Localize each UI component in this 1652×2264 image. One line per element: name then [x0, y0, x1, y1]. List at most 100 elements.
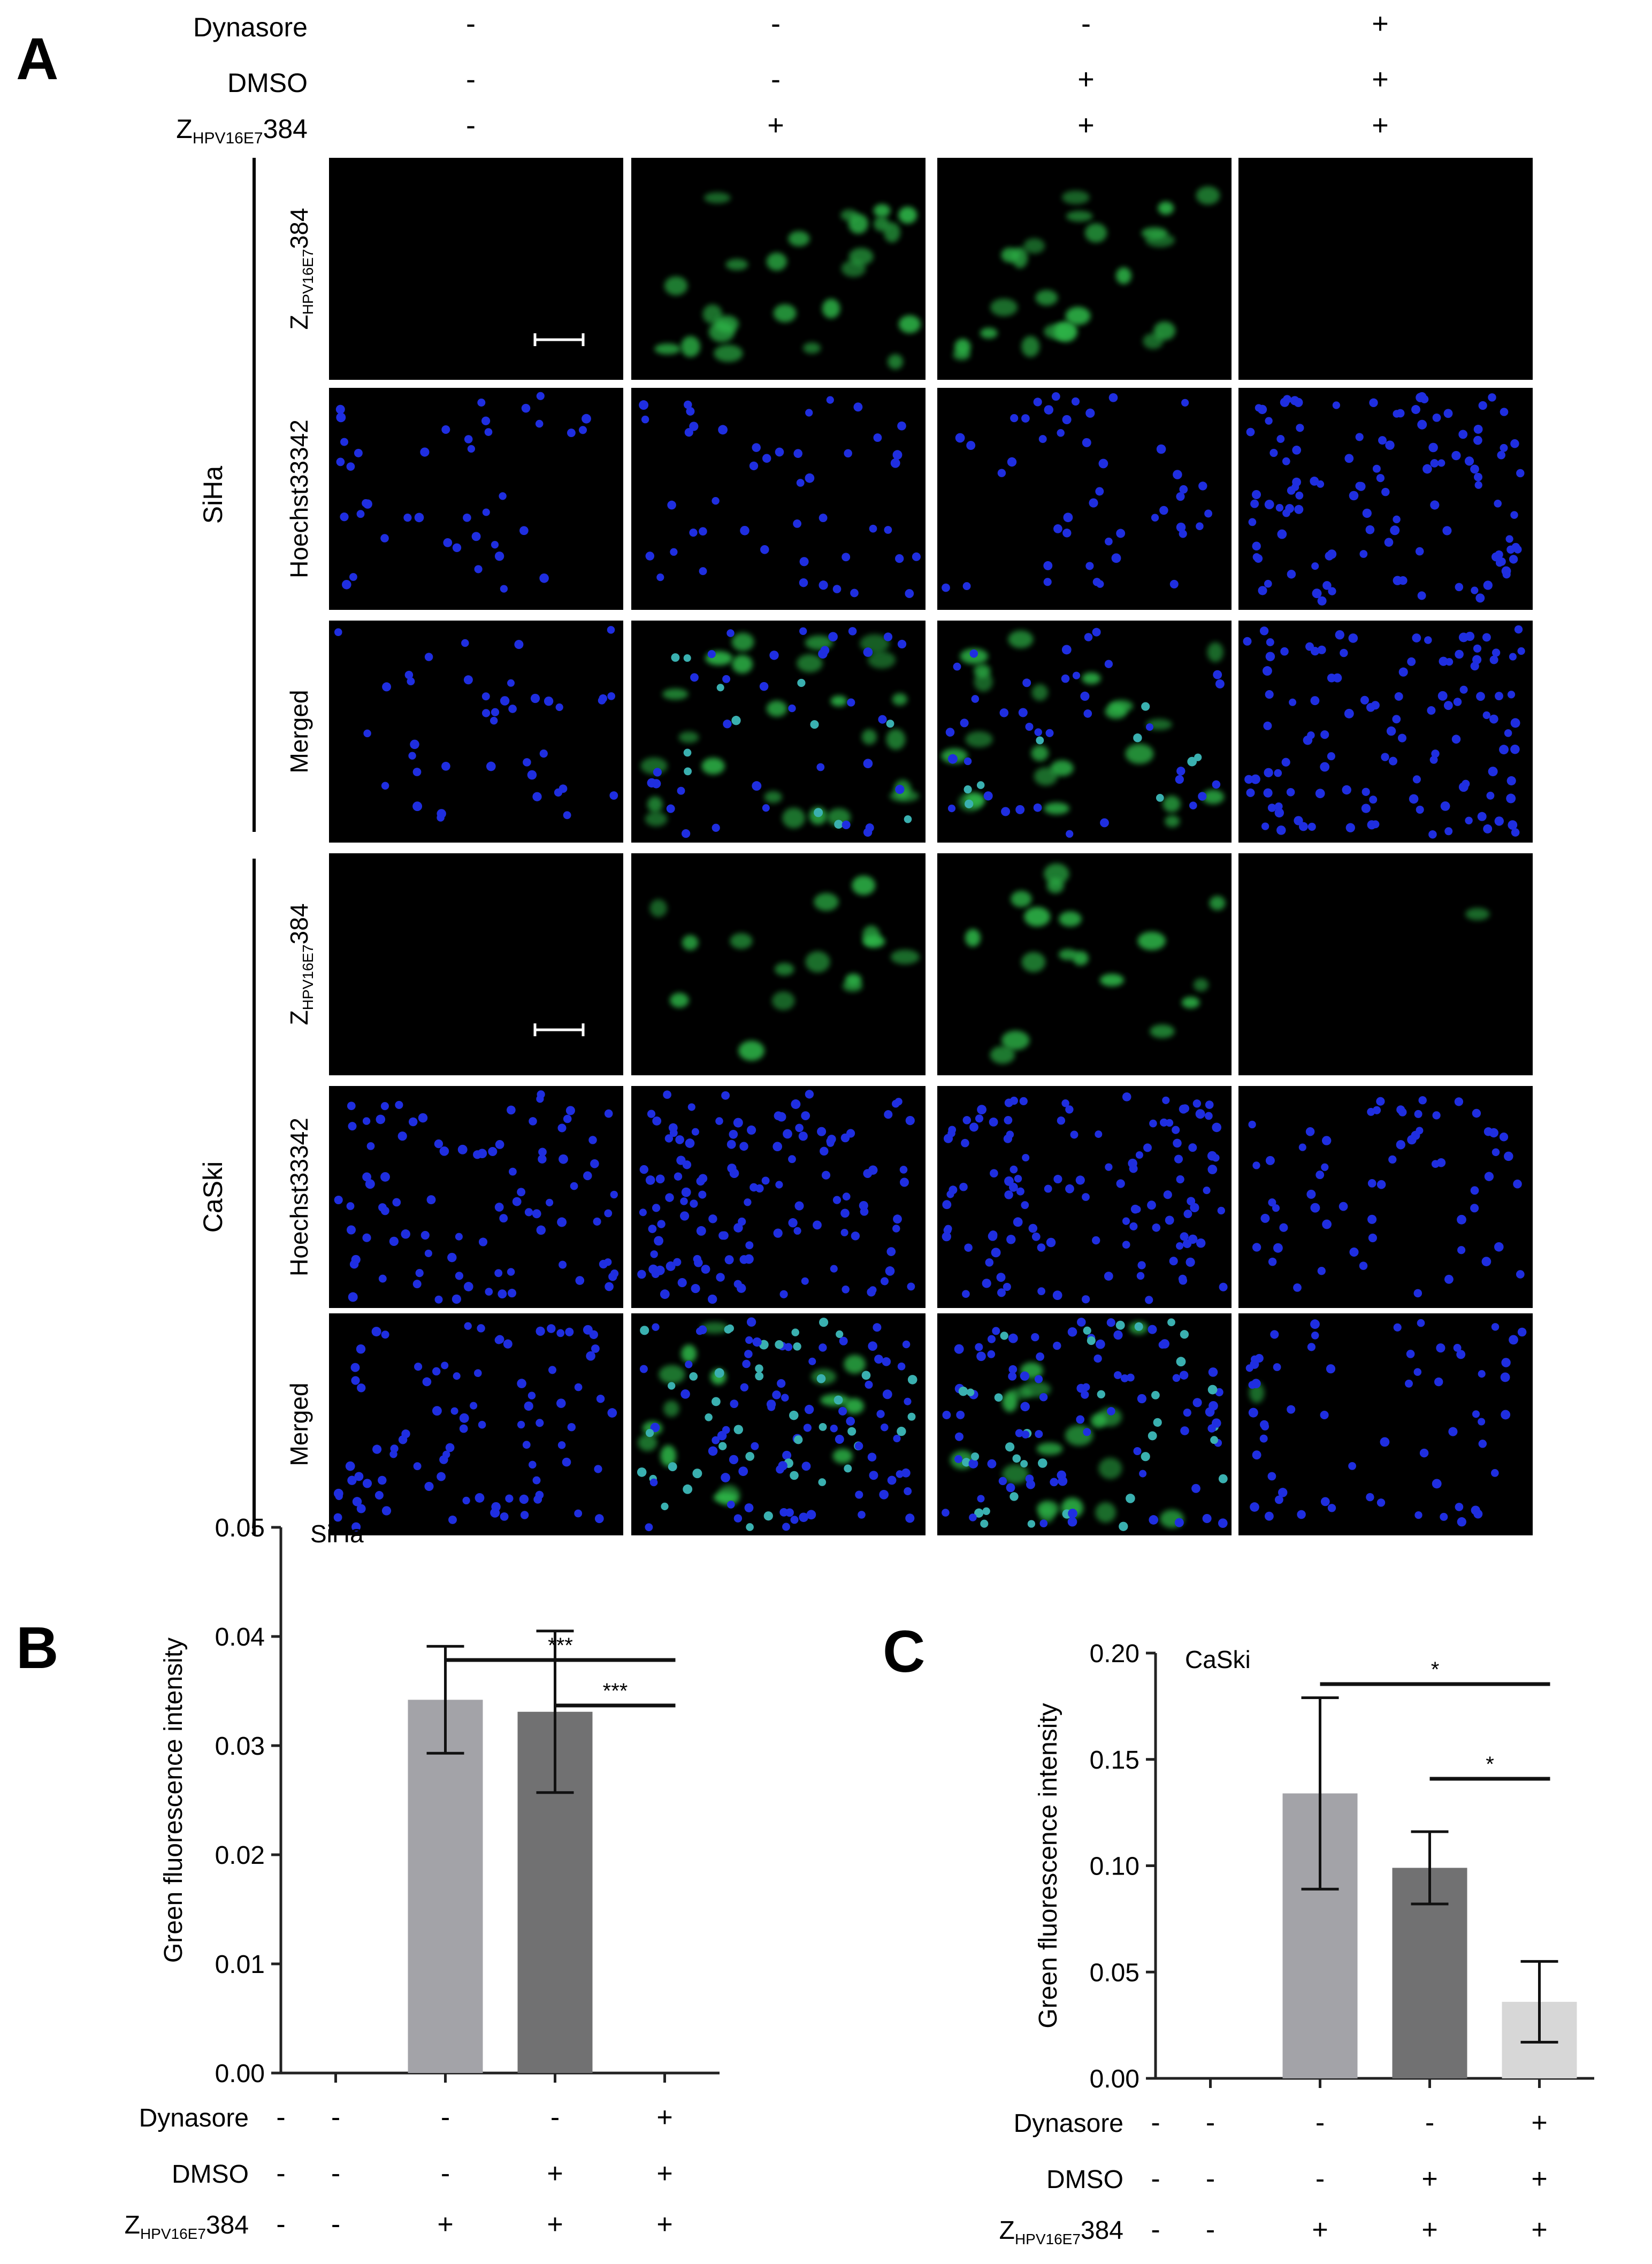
nucleus — [1274, 808, 1284, 818]
nucleus — [1491, 1323, 1500, 1331]
condition-sign: - — [466, 63, 476, 95]
significance-label: *** — [548, 1634, 573, 1657]
nucleus — [1483, 580, 1493, 590]
nucleus — [607, 626, 615, 634]
nucleus — [485, 1288, 493, 1296]
nucleus — [1172, 1374, 1181, 1382]
nucleus — [699, 567, 707, 576]
nucleus — [1219, 1282, 1228, 1291]
nucleus — [994, 1393, 1003, 1402]
nucleus — [1362, 787, 1370, 796]
nucleus — [671, 653, 680, 662]
nucleus — [362, 1233, 371, 1242]
nucleus — [1305, 1127, 1315, 1136]
nucleus — [992, 1327, 1000, 1335]
nucleus — [336, 412, 346, 423]
nucleus — [1021, 1201, 1029, 1209]
nucleus — [1004, 1116, 1013, 1125]
green-cell — [1141, 227, 1168, 239]
nucleus — [529, 1460, 537, 1469]
green-cell — [701, 758, 725, 775]
nucleus — [507, 1289, 517, 1298]
nucleus — [1136, 1272, 1145, 1280]
nucleus — [467, 445, 476, 453]
nucleus — [649, 1478, 658, 1487]
condition-sign: + — [1372, 63, 1389, 95]
nucleus — [1371, 820, 1380, 829]
green-cell — [1059, 911, 1082, 927]
nucleus — [352, 1497, 362, 1506]
green-cell — [890, 950, 920, 965]
nucleus — [463, 675, 473, 685]
nucleus — [1280, 647, 1289, 656]
nucleus — [1141, 702, 1150, 711]
nucleus — [729, 1168, 739, 1179]
condition-sign: + — [656, 2102, 672, 2133]
nucleus — [799, 557, 809, 567]
nucleus — [1516, 469, 1525, 478]
bar — [408, 1700, 483, 2073]
green-cell — [832, 1448, 853, 1464]
nucleus — [1176, 1175, 1184, 1184]
nucleus — [683, 748, 692, 757]
nucleus — [434, 1139, 443, 1149]
nucleus — [1287, 486, 1296, 495]
nucleus — [473, 1150, 482, 1159]
nucleus — [865, 1380, 873, 1389]
nucleus — [1510, 511, 1518, 519]
nucleus — [677, 1278, 687, 1288]
nucleus — [773, 1228, 783, 1238]
nucleus — [559, 1260, 567, 1269]
green-cell — [1066, 211, 1093, 222]
green-cell — [1193, 978, 1209, 992]
nucleus — [1376, 1097, 1385, 1106]
nucleus — [1414, 1110, 1422, 1118]
nucleus — [478, 1237, 488, 1246]
nucleus — [855, 1490, 863, 1499]
nucleus — [1455, 583, 1464, 592]
nucleus — [813, 1220, 822, 1230]
green-cell — [868, 651, 896, 669]
nucleus — [801, 1462, 811, 1471]
micrograph-tile — [329, 621, 623, 843]
green-cell — [1058, 949, 1077, 960]
nucleus — [963, 785, 972, 794]
nucleus — [512, 1197, 522, 1206]
green-cell — [788, 231, 810, 247]
nucleus — [1043, 578, 1052, 586]
nucleus — [1345, 823, 1355, 832]
nucleus — [997, 1288, 1006, 1297]
green-cell — [731, 632, 754, 652]
nucleus — [795, 1123, 804, 1133]
condition-sign: + — [547, 2158, 563, 2189]
nucleus — [819, 514, 828, 523]
micrograph-tile — [631, 1313, 926, 1535]
row-label: ZHPV16E7384 — [285, 208, 316, 330]
nucleus — [996, 1273, 1006, 1282]
nucleus — [1292, 477, 1302, 487]
micrograph-tile — [937, 158, 1232, 380]
nucleus — [1162, 1096, 1170, 1104]
nucleus — [684, 428, 693, 437]
nucleus — [846, 1417, 855, 1426]
green-cell — [953, 349, 970, 361]
nucleus — [1513, 545, 1522, 554]
nucleus — [819, 1343, 827, 1352]
nucleus — [818, 1478, 827, 1486]
nucleus — [790, 1516, 799, 1524]
green-cell — [822, 299, 840, 319]
nucleus — [1396, 1140, 1405, 1150]
nucleus — [954, 1432, 964, 1441]
nucleus — [1310, 1203, 1320, 1213]
nucleus — [670, 548, 678, 556]
nucleus — [716, 684, 724, 692]
nucleus — [1001, 807, 1011, 816]
nucleus — [1264, 500, 1274, 509]
nucleus — [1472, 655, 1482, 664]
nucleus — [639, 1209, 647, 1217]
nucleus — [861, 1371, 871, 1380]
nucleus — [349, 1259, 359, 1269]
nucleus — [583, 1171, 592, 1181]
nucleus — [666, 1261, 676, 1271]
